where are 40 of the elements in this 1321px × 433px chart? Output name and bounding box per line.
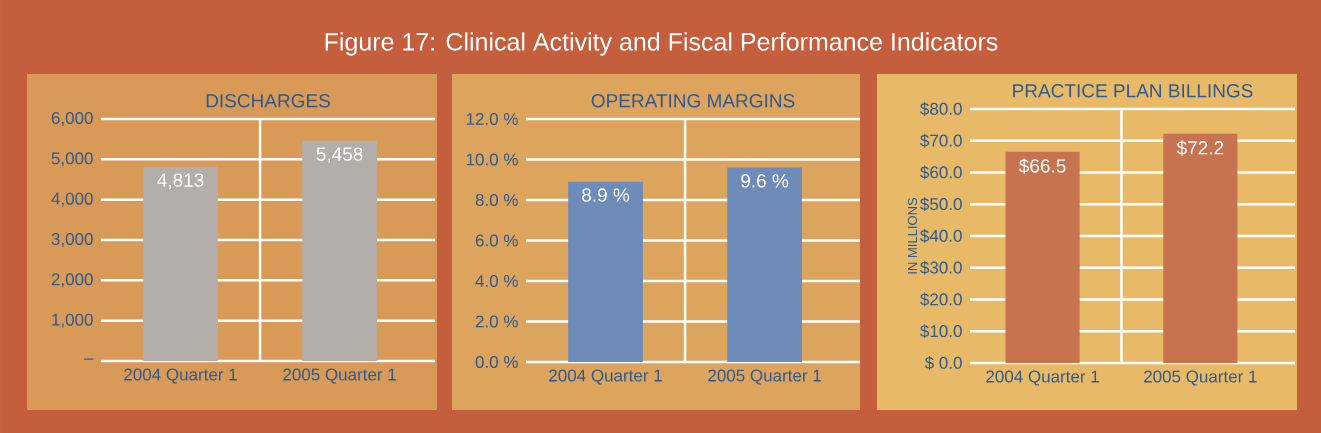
x-tick-label: 2004 Quarter 1	[986, 370, 1099, 386]
y-tick-label: $20.0	[920, 292, 962, 307]
chart-title: OPERATING MARGINS	[591, 94, 795, 108]
y-tick-label: 2,000	[51, 273, 93, 288]
y-tick-label: 3,000	[51, 232, 93, 248]
y-tick-label: 1,000	[52, 313, 93, 328]
y-tick-label: 2.0 %	[475, 315, 518, 328]
text: 8.9 %	[582, 188, 630, 202]
y-tick-label: 4,000	[51, 192, 93, 207]
chart-title: DISCHARGES	[206, 94, 330, 108]
y-tick-label: 5,000	[51, 152, 93, 167]
y-axis-title: IN MILLIONS	[907, 197, 918, 274]
y-tick-label: 8.0 %	[475, 193, 518, 207]
text: Figure 17: Clinical Activity and Fiscal Performance Indicators	[325, 32, 998, 56]
text: 9.6 %	[741, 174, 789, 188]
y-tick-label: 6.0 %	[475, 234, 518, 247]
y-tick-label: $40.0	[920, 229, 962, 243]
y-tick-label: 6,000	[51, 111, 93, 127]
text: 5,458	[316, 147, 363, 164]
text: 4,813	[157, 173, 204, 190]
text: $66.5	[1019, 158, 1066, 174]
y-tick-label: $60.0	[920, 165, 962, 180]
y-tick-label: $80.0	[920, 102, 962, 116]
x-tick-label: 2005 Quarter 1	[1144, 370, 1257, 386]
y-tick-label: $50.0	[920, 197, 962, 212]
y-tick-label: –	[84, 358, 94, 360]
text: $72.2	[1176, 140, 1224, 156]
y-tick-label: $70.0	[920, 133, 962, 148]
x-tick-label: 2004 Quarter 1	[124, 368, 237, 384]
chart-title: PRACTICE PLAN BILLINGS	[1013, 84, 1253, 98]
x-tick-label: 2005 Quarter 1	[283, 368, 396, 384]
x-tick-label: 2004 Quarter 1	[549, 369, 662, 385]
x-tick-label: 2005 Quarter 1	[708, 369, 821, 385]
y-tick-label: 0.0 %	[475, 355, 518, 369]
y-tick-label: $10.0	[920, 324, 962, 339]
y-tick-label: $30.0	[920, 260, 962, 275]
y-tick-label: 10.0 %	[466, 153, 518, 166]
y-tick-label: 4.0 %	[475, 274, 518, 288]
y-tick-label: $ 0.0	[924, 356, 962, 370]
y-tick-label: 12.0 %	[466, 112, 518, 126]
